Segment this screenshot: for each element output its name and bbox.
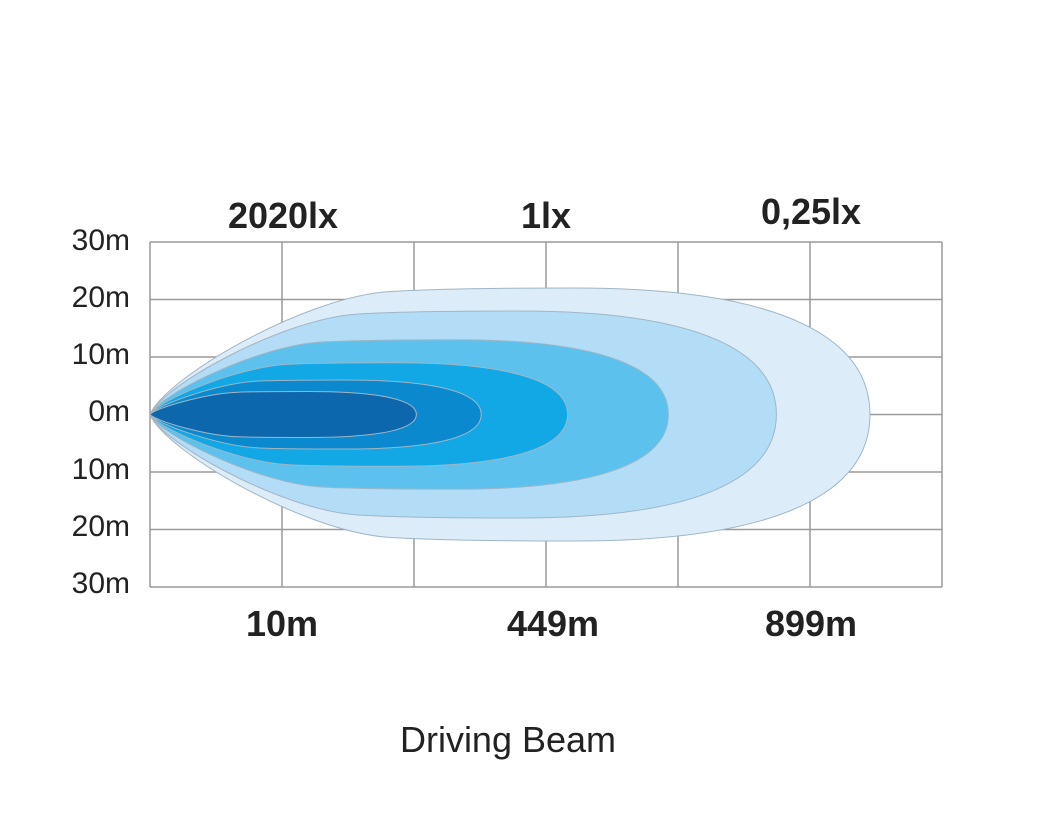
beam-zone	[149, 390, 417, 439]
lux-label: 1lx	[521, 195, 571, 236]
y-tick-label: 30m	[72, 567, 130, 600]
y-tick-label: 10m	[72, 338, 130, 371]
axis-labels: 30m 20m 10m 0m 10m 20m 30m 2020lx 1lx 0,…	[72, 191, 861, 760]
lux-label: 0,25lx	[761, 191, 861, 232]
lux-label: 2020lx	[228, 195, 338, 236]
y-tick-label: 0m	[88, 395, 130, 428]
beam-zones	[149, 287, 871, 542]
y-tick-label: 30m	[72, 224, 130, 257]
distance-label: 899m	[765, 603, 857, 644]
chart-title: Driving Beam	[400, 719, 616, 760]
y-tick-label: 20m	[72, 510, 130, 543]
y-tick-label: 10m	[72, 453, 130, 486]
distance-label: 10m	[246, 603, 318, 644]
distance-label: 449m	[507, 603, 599, 644]
y-tick-label: 20m	[72, 281, 130, 314]
